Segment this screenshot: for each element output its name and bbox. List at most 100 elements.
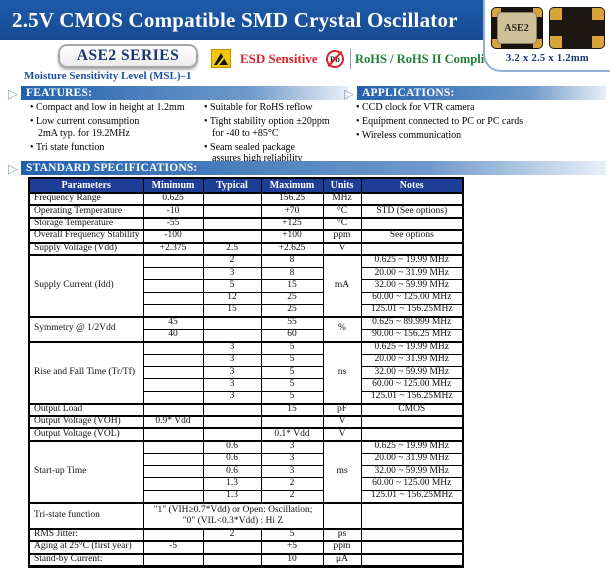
spec-cell: 8 [260, 253, 324, 268]
specifications-heading: STANDARD SPECIFICATIONS: [21, 161, 606, 175]
spec-cell: 15 [202, 303, 262, 318]
spec-cell [202, 402, 262, 417]
spec-cell [360, 427, 464, 442]
spec-cell: "1" (VIH≥0.7*Vdd) or Open: Oscillation; … [142, 501, 324, 530]
pad-icon [491, 39, 501, 48]
crystal-chip-label: ASE2 [496, 12, 537, 44]
spec-cell: 125.01 ~ 156.25MHz [360, 303, 464, 318]
spec-cell [360, 527, 464, 542]
spec-row: 3 5 60.00 ~ 125.00 MHz [29, 378, 464, 392]
spec-cell: 2.5 [202, 241, 262, 256]
spec-cell: Tri-state function [28, 501, 144, 530]
spec-cell: 5 [202, 279, 262, 293]
spec-cell [142, 427, 204, 442]
spec-cell: 5 [260, 365, 324, 380]
pad-icon [591, 36, 604, 48]
feature-item: Low current consumption 2mA typ. for 19.… [30, 116, 202, 139]
spec-row: 0.6 3 20.00 ~ 31.99 MHz [29, 452, 464, 467]
specifications-heading-bar: ▷ STANDARD SPECIFICATIONS: [8, 161, 606, 175]
spec-cell: 60.00 ~ 125.00 MHz [360, 477, 464, 491]
applications-list: CCD clock for VTR camera Equipment conne… [356, 102, 606, 144]
spec-table-body: Frequency Range 0.625 156.25 MHz Operating T… [28, 191, 464, 567]
package-images: ASE2 [485, 0, 610, 49]
pad-icon [532, 39, 542, 48]
spec-row: Output Voltage (VOH) 0.9* Vdd V [28, 414, 464, 429]
spec-cell [202, 414, 262, 429]
spec-cell: +2.375 [142, 241, 204, 256]
spec-cell [202, 427, 262, 442]
spec-cell [202, 552, 262, 567]
package-dimensions: 3.2 x 2.5 x 1.2mm [506, 53, 589, 64]
spec-row: Output Voltage (VOL) 0.1* Vdd V [28, 427, 464, 442]
spec-cell: 3 [202, 340, 262, 355]
spec-row: Symmetry @ 1/2Vdd 45 55% 0.625 ~ 89.999 MHz [28, 315, 464, 343]
spec-cell [360, 501, 464, 530]
pad-icon [491, 8, 501, 17]
esd-warning-icon [211, 49, 231, 68]
spec-cell: +5 [260, 540, 324, 555]
spec-row: Output Load 15 pF CMOS [28, 402, 464, 417]
feature-item: Tri state function [30, 142, 202, 154]
spec-cell [142, 402, 204, 417]
spec-cell: 2 [202, 253, 262, 268]
spec-cell: 3 [202, 266, 262, 281]
spec-col-header: Maximum [260, 177, 324, 194]
spec-cell: 0.9* Vdd [142, 414, 204, 429]
feature-item: Compact and low in height at 1.2mm [30, 102, 202, 114]
spec-cell: 0.625 [142, 191, 204, 206]
spec-cell [260, 414, 324, 429]
spec-row: Aging at 25°C (first year) -5 +5 ppm [28, 540, 464, 555]
spec-row: 15 25 125.01 ~ 156.25MHz [29, 303, 464, 318]
spec-cell: 25 [260, 291, 324, 306]
spec-row: Frequency Range 0.625 156.25 MHz [28, 191, 464, 206]
spec-cell [142, 353, 204, 367]
spec-cell: +2.625 [260, 241, 324, 256]
spec-header-row: Parameters Minimum Typical Maximum Units… [28, 177, 464, 194]
spec-cell [202, 229, 262, 244]
spec-cell: RMS Jitter: [28, 527, 144, 542]
spec-cell [142, 452, 204, 467]
pb-free-icon: Pb [326, 50, 344, 68]
spec-cell: 55 [260, 315, 324, 330]
spec-cell: 32.00 ~ 59.99 MHz [360, 279, 464, 293]
spec-cell: 3 [202, 390, 262, 405]
spec-cell: 3 [202, 365, 262, 380]
spec-cell: Output Load [28, 402, 144, 417]
arrow-right-icon: ▷ [344, 85, 354, 101]
spec-cell: 5 [260, 527, 324, 542]
spec-cell: 45 [142, 315, 204, 330]
spec-row: RMS Jitter: 2 5 ps [28, 527, 464, 542]
spec-cell: V [322, 414, 362, 429]
features-heading: FEATURES: [21, 86, 348, 100]
spec-cell: V [322, 427, 362, 442]
spec-cell: 8 [260, 266, 324, 281]
spec-cell: 5 [260, 340, 324, 355]
spec-cell [142, 390, 204, 405]
spec-cell: Rise and Fall Time (Tr/Tf) [28, 340, 144, 405]
spec-cell: +70 [260, 204, 324, 219]
spec-cell [142, 266, 204, 281]
spec-cell: Operating Temperature [28, 204, 144, 219]
spec-cell: -100 [142, 229, 204, 244]
features-list-col2: Suitable for RoHS reflow Tight stability… [204, 102, 350, 167]
spec-cell: 60.00 ~ 125.00 MHz [360, 291, 464, 306]
spec-cell: 156.25 [260, 191, 324, 206]
spec-cell: 12 [202, 291, 262, 306]
spec-cell: Supply Current (Idd) [28, 253, 144, 318]
spec-cell: 15 [260, 402, 324, 417]
spec-cell: V [322, 241, 362, 256]
spec-cell [360, 216, 464, 231]
spec-cell: 25 [260, 303, 324, 318]
spec-cell: 10 [260, 552, 324, 567]
spec-cell: ppm [322, 229, 362, 244]
spec-cell: 32.00 ~ 59.99 MHz [360, 365, 464, 380]
spec-col-header: Notes [360, 177, 464, 194]
spec-cell: μA [322, 552, 362, 567]
application-item: Equipment connected to PC or PC cards [356, 116, 606, 128]
spec-cell: 0.6 [202, 439, 262, 454]
spec-cell [142, 489, 204, 504]
spec-row: Operating Temperature -10 +70 °C STD (See op… [28, 204, 464, 219]
spec-cell: Output Voltage (VOH) [28, 414, 144, 429]
arrow-right-icon: ▷ [8, 85, 18, 101]
